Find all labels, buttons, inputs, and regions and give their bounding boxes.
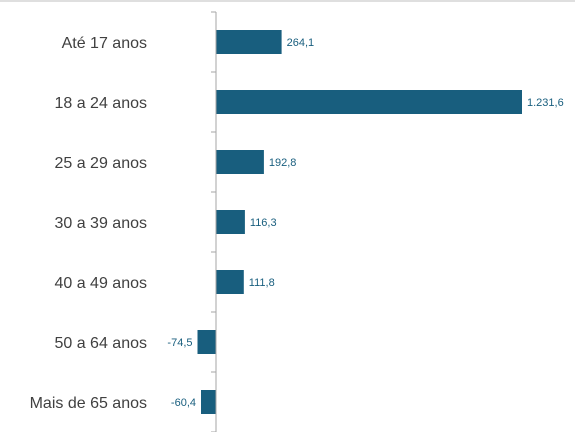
bar [197, 330, 216, 354]
value-label: 264,1 [287, 37, 315, 49]
bar [216, 30, 282, 54]
category-label: 30 a 39 anos [54, 215, 147, 232]
category-label: 40 a 49 anos [54, 275, 147, 292]
bar [216, 270, 244, 294]
bar [201, 390, 216, 414]
bar [216, 150, 264, 174]
value-label: -60,4 [171, 397, 196, 409]
value-label: 192,8 [269, 157, 297, 169]
category-label: 50 a 64 anos [54, 335, 147, 352]
bar [216, 90, 522, 114]
category-label: Até 17 anos [62, 35, 147, 52]
value-label: -74,5 [167, 337, 192, 349]
value-label: 1.231,6 [527, 97, 564, 109]
value-label: 116,3 [250, 217, 277, 229]
category-label: Mais de 65 anos [30, 395, 147, 412]
category-label: 18 a 24 anos [54, 95, 147, 112]
bar [216, 210, 245, 234]
value-label: 111,8 [249, 277, 275, 289]
category-label: 25 a 29 anos [54, 155, 147, 172]
